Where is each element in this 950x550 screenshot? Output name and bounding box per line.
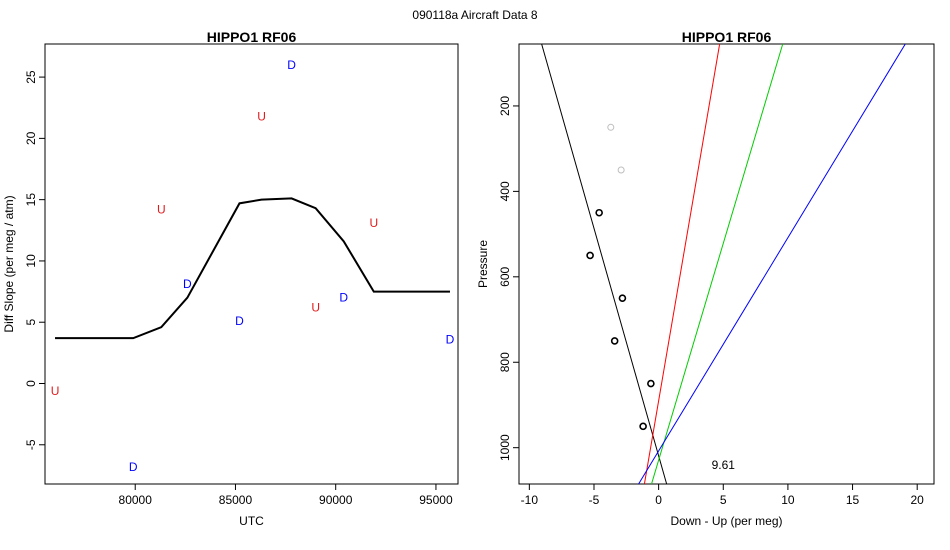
- y-tick-label: 10: [24, 254, 38, 268]
- x-tick-label: -10: [521, 493, 539, 507]
- data-point-down: D: [287, 58, 296, 72]
- data-point: [647, 379, 655, 388]
- data-point-up: U: [311, 301, 320, 315]
- left-x-axis-label: UTC: [239, 514, 264, 528]
- x-tick-label: 90000: [319, 493, 353, 507]
- left-plot-frame: [44, 43, 459, 485]
- data-point: [618, 294, 627, 302]
- x-tick-label: -5: [589, 493, 600, 507]
- y-tick-label: -5: [24, 439, 38, 450]
- data-point-down: D: [339, 291, 348, 305]
- y-tick-label: 400: [498, 181, 512, 201]
- y-tick-label: 200: [498, 96, 512, 116]
- left-panel-title: HIPPO1 RF06: [207, 29, 297, 45]
- x-tick-label: 10: [781, 493, 795, 507]
- figure-title: 090118a Aircraft Data 8: [412, 8, 538, 22]
- x-tick-label: 85000: [219, 493, 253, 507]
- right-plot-frame: [518, 43, 935, 485]
- y-tick-label: 1000: [498, 434, 512, 461]
- data-point-down: D: [129, 460, 138, 474]
- y-tick-label: 0: [24, 380, 38, 387]
- y-tick-label: 600: [498, 266, 512, 286]
- excluded-data-point: [617, 166, 625, 174]
- x-tick-label: 95000: [419, 493, 453, 507]
- data-point-down: D: [446, 332, 455, 346]
- data-point-up: U: [369, 216, 378, 230]
- left-data-marks: U D U D D U D U D U D: [51, 58, 455, 474]
- regression-line: [541, 44, 668, 484]
- regression-value-annotation: 9.61: [712, 458, 736, 472]
- data-point-up: U: [51, 384, 60, 398]
- x-tick-label: 80000: [119, 493, 153, 507]
- regression-line: [651, 44, 784, 484]
- x-tick-label: 5: [720, 493, 727, 507]
- fitted-slope-line: [55, 197, 450, 340]
- left-y-axis-label: Diff Slope (per meg / atm): [2, 195, 16, 332]
- right-axes: -10 -5 0 5 10 15 20 200 400 600 800 1000: [498, 96, 924, 507]
- data-point: [639, 422, 647, 431]
- y-tick-label: 800: [498, 352, 512, 372]
- data-point: [610, 337, 619, 345]
- data-point-up: U: [257, 109, 266, 123]
- x-tick-label: 15: [846, 493, 860, 507]
- y-tick-label: 25: [24, 70, 38, 84]
- right-y-axis-label: Pressure: [476, 240, 490, 288]
- x-tick-label: 20: [911, 493, 925, 507]
- right-x-axis-label: Down - Up (per meg): [670, 514, 782, 528]
- left-panel-diff-slope-vs-utc: HIPPO1 RF06 80000 85000 90000 95000 -5 0 5 10 15…: [2, 29, 459, 528]
- y-tick-label: 5: [24, 319, 38, 326]
- regression-line: [643, 44, 721, 484]
- excluded-data-point: [607, 123, 615, 131]
- y-tick-label: 20: [24, 131, 38, 145]
- right-panel-title: HIPPO1 RF06: [682, 29, 772, 45]
- data-point: [595, 208, 603, 217]
- y-tick-label: 15: [24, 193, 38, 207]
- right-panel-pressure-profile: HIPPO1 RF06 -10 -5 0 5 10 15 20 200 400 600 800 100…: [476, 29, 935, 528]
- regression-line: [638, 44, 906, 484]
- data-point: [586, 251, 594, 260]
- data-point-up: U: [157, 202, 166, 216]
- data-point-down: D: [235, 314, 244, 328]
- right-data-marks: [541, 44, 906, 484]
- left-axes: 80000 85000 90000 95000 -5 0 5 10 15 20 25: [24, 70, 453, 507]
- x-tick-label: 0: [655, 493, 662, 507]
- data-point-down: D: [183, 277, 192, 291]
